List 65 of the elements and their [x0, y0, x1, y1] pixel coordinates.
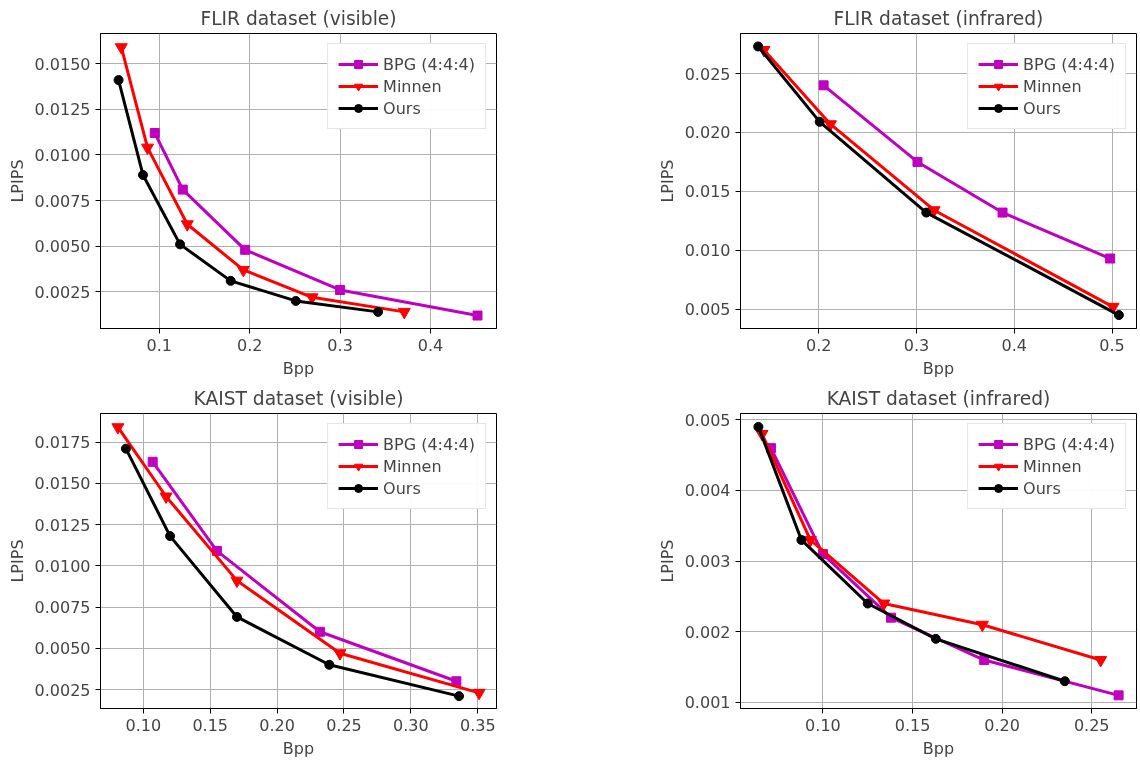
legend-label: Ours [383, 98, 421, 118]
chart-title: FLIR dataset (infrared) [833, 7, 1044, 29]
y-tick-label: 0.0075 [34, 598, 91, 618]
y-tick-label: 0.0175 [34, 433, 91, 453]
x-tick-label: 0.4 [1001, 335, 1028, 355]
y-axis-title: LPIPS [657, 159, 677, 203]
y-axis-title: LPIPS [657, 539, 677, 583]
y-tick-label: 0.010 [684, 241, 731, 261]
legend-label: Ours [383, 478, 421, 498]
x-axis-title: Bpp [922, 358, 955, 378]
legend-label: Minnen [1023, 456, 1082, 476]
legend-label: Ours [1023, 98, 1061, 118]
x-tick-label: 0.2 [236, 335, 263, 355]
y-tick-label: 0.0075 [34, 191, 91, 211]
y-tick-label: 0.002 [684, 622, 731, 642]
x-tick-label: 0.20 [984, 715, 1020, 735]
y-tick-label: 0.001 [684, 693, 731, 713]
y-tick-label: 0.025 [684, 64, 731, 84]
x-tick-label: 0.35 [459, 715, 496, 735]
y-tick-label: 0.005 [684, 300, 731, 320]
y-tick-label: 0.0125 [34, 515, 91, 535]
x-tick-label: 0.15 [192, 715, 229, 735]
legend-label: Minnen [383, 76, 442, 96]
x-axis-title: Bpp [282, 358, 315, 378]
legend-label: BPG (4:4:4) [383, 54, 475, 74]
y-tick-label: 0.004 [684, 481, 731, 501]
y-tick-label: 0.0125 [34, 100, 91, 120]
x-tick-label: 0.25 [326, 715, 362, 735]
legend-label: Minnen [383, 456, 442, 476]
chart-title: KAIST dataset (infrared) [826, 387, 1051, 409]
y-tick-label: 0.0100 [34, 145, 91, 165]
y-tick-label: 0.0025 [34, 680, 91, 700]
x-tick-label: 0.3 [327, 335, 353, 355]
y-tick-label: 0.0025 [34, 282, 91, 302]
x-tick-label: 0.2 [806, 335, 832, 355]
y-tick-label: 0.0050 [34, 237, 91, 257]
x-tick-label: 0.25 [1073, 715, 1110, 735]
y-tick-label: 0.005 [684, 410, 731, 430]
y-tick-label: 0.0150 [34, 54, 91, 74]
legend-label: BPG (4:4:4) [383, 434, 475, 454]
x-axis-title: Bpp [282, 738, 315, 758]
y-tick-label: 0.015 [684, 182, 731, 202]
y-tick-label: 0.020 [684, 123, 731, 143]
x-axis-title: Bpp [922, 738, 955, 758]
y-tick-label: 0.0050 [34, 639, 91, 659]
chart-title: FLIR dataset (visible) [200, 7, 397, 29]
x-tick-label: 0.3 [903, 335, 930, 355]
y-tick-label: 0.0100 [34, 556, 91, 576]
x-tick-label: 0.15 [894, 715, 931, 735]
legend-label: BPG (4:4:4) [1023, 54, 1115, 74]
x-tick-label: 0.1 [146, 335, 172, 355]
legend-label: Ours [1023, 478, 1061, 498]
x-tick-label: 0.4 [417, 335, 444, 355]
x-tick-label: 0.10 [805, 715, 841, 735]
y-tick-label: 0.003 [684, 552, 731, 572]
x-tick-label: 0.5 [1099, 335, 1125, 355]
x-tick-label: 0.30 [393, 715, 429, 735]
y-axis-title: LPIPS [7, 539, 27, 583]
y-axis-title: LPIPS [7, 159, 27, 203]
legend-label: Minnen [1023, 76, 1082, 96]
legend-label: BPG (4:4:4) [1023, 434, 1115, 454]
x-tick-label: 0.10 [125, 715, 162, 735]
y-tick-label: 0.0150 [34, 474, 91, 494]
x-tick-label: 0.20 [259, 715, 295, 735]
chart-title: KAIST dataset (visible) [193, 387, 404, 409]
